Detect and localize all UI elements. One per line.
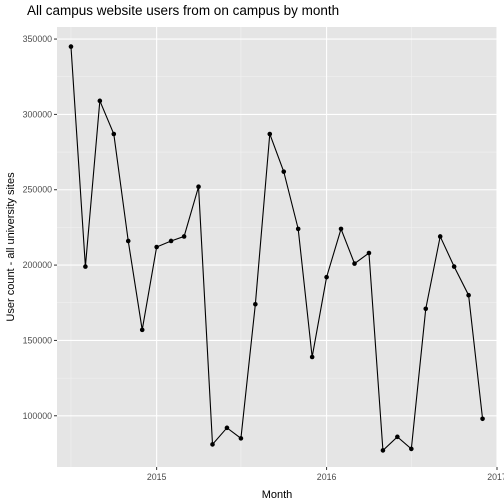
y-tick-label: 200000 <box>23 260 52 270</box>
x-tick-label: 2017 <box>487 472 504 482</box>
data-point <box>139 327 145 333</box>
data-point <box>281 169 287 174</box>
data-point <box>253 301 258 307</box>
data-point <box>480 416 485 422</box>
data-point <box>352 261 357 266</box>
data-point <box>168 238 174 244</box>
y-axis-title: User count - all university sites <box>5 172 17 322</box>
y-tick-label: 350000 <box>23 34 52 44</box>
data-point <box>111 131 117 137</box>
x-tick-label: 2015 <box>147 472 167 482</box>
series-line <box>70 46 484 452</box>
data-point <box>267 131 273 137</box>
x-tick-label: 2016 <box>317 472 337 482</box>
data-point <box>324 274 329 280</box>
data-point <box>97 98 103 104</box>
y-tick-label: 300000 <box>23 109 52 119</box>
data-point <box>125 238 131 244</box>
x-axis-title: Month <box>262 489 293 501</box>
data-point <box>395 434 400 440</box>
data-point <box>409 446 414 452</box>
data-point <box>309 354 315 360</box>
data-point <box>338 226 344 232</box>
data-point <box>181 234 187 239</box>
series-layer <box>68 44 485 453</box>
plot-panel <box>57 27 497 467</box>
major-gridlines <box>57 27 498 467</box>
data-point <box>451 264 457 269</box>
data-point <box>437 234 443 239</box>
data-point <box>380 448 386 453</box>
data-point <box>295 226 301 232</box>
data-point <box>210 442 215 447</box>
y-axis: 100000 150000 200000 250000 300000 350000 <box>23 34 57 421</box>
data-point <box>224 425 230 431</box>
data-point <box>238 436 244 441</box>
data-point <box>466 292 471 298</box>
data-point <box>423 306 429 312</box>
data-point <box>154 244 159 250</box>
y-tick-label: 100000 <box>23 411 52 421</box>
data-point <box>68 44 74 49</box>
minor-gridlines <box>57 27 497 467</box>
y-tick-label: 250000 <box>23 185 52 195</box>
data-point <box>83 264 88 269</box>
data-point <box>366 250 372 256</box>
x-axis: 2015 2016 2017 <box>147 467 504 482</box>
y-tick-label: 150000 <box>23 335 52 345</box>
data-point <box>196 184 201 190</box>
chart-title: All campus website users from on campus … <box>27 3 339 18</box>
